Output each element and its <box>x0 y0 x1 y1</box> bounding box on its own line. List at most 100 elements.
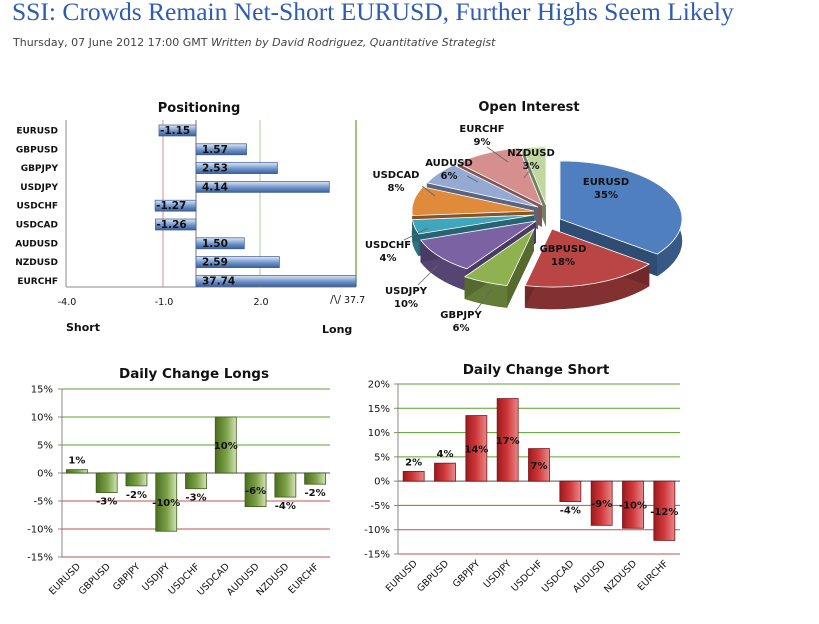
slice-label: USDJPY <box>385 286 428 297</box>
y-tick-label: 5% <box>37 441 53 452</box>
data-label: -1.15 <box>160 125 190 137</box>
long-label: Long <box>322 323 352 336</box>
bar <box>622 480 644 529</box>
axis-break-mark: /\/ <box>330 293 341 306</box>
bar <box>195 256 280 268</box>
leader-line <box>474 288 493 313</box>
leader-line <box>486 146 509 163</box>
y-tick-label: 20% <box>368 380 390 391</box>
bar <box>65 469 88 474</box>
category-label: USDJPY <box>20 183 58 193</box>
y-tick-label: -5% <box>34 497 53 508</box>
bar <box>195 275 357 287</box>
bar <box>214 416 237 474</box>
category-label: GBPJPY <box>21 164 59 174</box>
data-label: -12% <box>650 507 678 518</box>
data-label: 1.50 <box>202 238 228 250</box>
bar <box>185 472 207 490</box>
bar <box>195 162 278 174</box>
x-tick-label: EURCHF <box>636 558 671 593</box>
chart-title: Open Interest <box>478 100 579 115</box>
y-tick-label: -15% <box>364 550 390 561</box>
x-tick-label: GBPJPY <box>451 558 483 590</box>
y-tick-label: 0% <box>374 477 390 488</box>
article-byline: Thursday, 07 June 2012 17:00 GMT Written… <box>13 36 495 49</box>
y-tick-label: 10% <box>31 413 53 424</box>
bar <box>274 472 297 498</box>
y-tick-label: -5% <box>371 501 390 512</box>
y-tick-label: -10% <box>27 525 53 536</box>
y-tick-label: 15% <box>368 404 390 415</box>
slice-percent: 3% <box>523 161 540 172</box>
data-label: 2% <box>405 457 422 468</box>
leader-line <box>421 185 436 197</box>
x-tick-label: 2.0 <box>253 297 268 308</box>
data-label: 1.57 <box>202 144 228 156</box>
bar <box>125 472 148 487</box>
short-label: Short <box>66 321 100 334</box>
slice-percent: 9% <box>474 137 491 148</box>
x-tick-label: NZDUSD <box>602 558 639 595</box>
slice-label: GBPUSD <box>540 244 587 255</box>
data-label: -1.27 <box>156 200 186 212</box>
data-label: 7% <box>531 461 548 472</box>
data-label: -10% <box>619 501 647 512</box>
data-label: 10% <box>214 441 238 452</box>
data-label: -3% <box>96 497 117 508</box>
slice-percent: 6% <box>441 171 458 182</box>
bar <box>496 398 519 482</box>
category-label: NZDUSD <box>15 258 58 268</box>
slice-percent: 18% <box>551 257 575 268</box>
chart-title: Positioning <box>158 101 241 116</box>
data-label: -10% <box>152 498 180 509</box>
bar <box>434 462 456 482</box>
leader-line <box>403 227 429 241</box>
data-label: 4.14 <box>202 181 228 193</box>
y-tick-label: 5% <box>374 452 390 463</box>
slice-label: USDCHF <box>365 240 411 251</box>
chart-title: Daily Change Short <box>463 362 610 378</box>
data-label: 1% <box>68 456 85 467</box>
x-tick-label: -4.0 <box>58 297 77 308</box>
x-tick-label: 37.7 <box>344 295 365 306</box>
bar <box>195 143 247 156</box>
data-label: 17% <box>496 436 520 447</box>
pie-slice-eurchf <box>456 147 543 206</box>
pie-slice-nzdusd <box>522 146 547 206</box>
bar <box>95 472 118 494</box>
x-tick-label: EURUSD <box>384 558 420 594</box>
slice-label: GBPJPY <box>440 310 482 321</box>
slice-percent: 6% <box>453 323 470 334</box>
slice-percent: 8% <box>388 183 405 194</box>
bar <box>195 181 330 193</box>
data-label: 2.59 <box>202 257 228 269</box>
data-label: 37.74 <box>202 275 235 287</box>
leader-line <box>466 175 479 183</box>
bar <box>653 480 676 541</box>
bar <box>154 199 197 212</box>
bar <box>195 237 245 250</box>
leader-line <box>523 169 531 179</box>
leader-line <box>417 265 438 286</box>
bar <box>304 472 327 485</box>
slice-percent: 4% <box>380 253 397 264</box>
x-tick-label: AUDUSD <box>571 558 608 595</box>
x-tick-label: -1.0 <box>155 297 174 308</box>
x-tick-label: USDCAD <box>540 558 577 595</box>
data-label: 4% <box>437 449 454 460</box>
article-dateline: Thursday, 07 June 2012 17:00 GMT <box>13 36 208 49</box>
category-label: AUDUSD <box>15 239 58 249</box>
category-label: USDCAD <box>16 221 58 231</box>
bar <box>402 471 425 482</box>
y-tick-label: 10% <box>368 428 390 439</box>
slice-label: USDCAD <box>372 170 419 181</box>
data-label: -2% <box>126 490 147 501</box>
bar <box>559 480 582 502</box>
slice-percent: 10% <box>394 299 418 310</box>
x-tick-label: GBPUSD <box>415 558 451 594</box>
slice-percent: 35% <box>594 190 618 201</box>
category-label: GBPUSD <box>16 145 58 155</box>
